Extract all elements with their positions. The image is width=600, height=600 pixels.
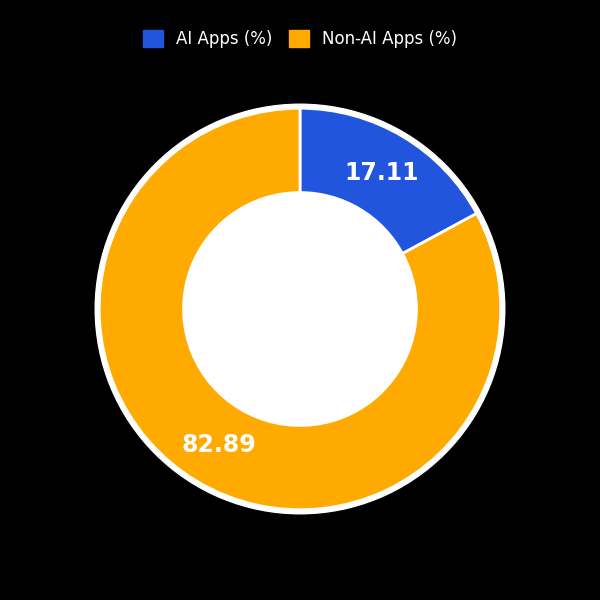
Circle shape [95, 104, 505, 514]
Legend: AI Apps (%), Non-AI Apps (%): AI Apps (%), Non-AI Apps (%) [137, 25, 463, 53]
Text: 82.89: 82.89 [181, 433, 256, 457]
Wedge shape [300, 108, 476, 254]
Wedge shape [99, 108, 501, 510]
Text: 17.11: 17.11 [344, 161, 418, 185]
